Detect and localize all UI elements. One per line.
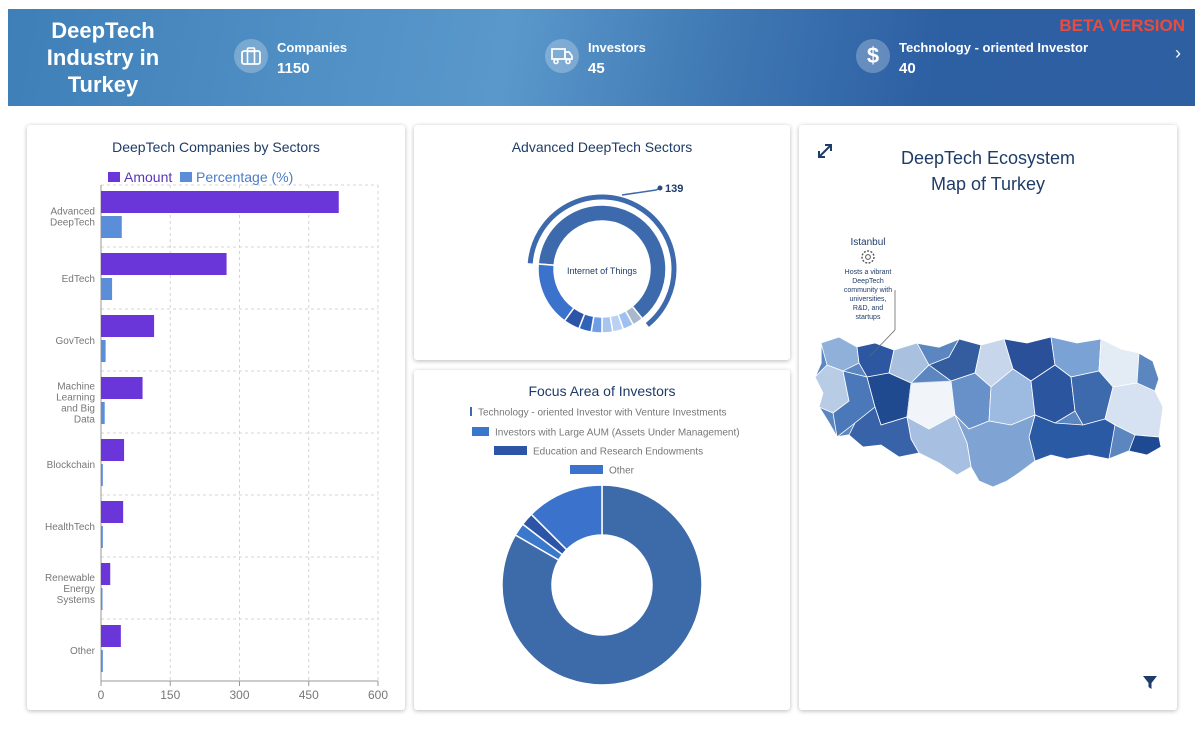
bar-percentage[interactable] <box>101 340 106 362</box>
map-title-line2: Map of Turkey <box>930 174 1046 194</box>
y-tick-label: Other <box>70 646 96 657</box>
advanced-sectors-title: Advanced DeepTech Sectors <box>511 139 693 155</box>
highlight-value: 139 <box>665 183 683 195</box>
legend-swatch <box>570 465 603 474</box>
tooltip-desc-line: Hosts a vibrant <box>845 269 892 276</box>
bar-percentage[interactable] <box>101 402 105 424</box>
donut-center-label: Internet of Things <box>567 266 637 276</box>
bar-amount[interactable] <box>101 253 227 275</box>
bar-amount[interactable] <box>101 439 125 461</box>
stat-value: 1150 <box>277 60 310 77</box>
y-tick-label: Advanced DeepTech <box>50 207 95 229</box>
filter-icon[interactable] <box>1142 675 1158 696</box>
highlight-arc <box>527 194 677 327</box>
tooltip-city: Istanbul <box>850 237 885 248</box>
stat-value: 45 <box>588 60 605 77</box>
map-title-line1: DeepTech Ecosystem <box>900 148 1076 168</box>
legend-label[interactable]: Investors with Large AUM (Assets Under M… <box>495 428 740 439</box>
briefcase-icon <box>234 39 268 73</box>
bar-amount[interactable] <box>101 501 124 523</box>
legend-swatch <box>494 446 527 455</box>
dollar-icon: $ <box>856 39 890 73</box>
chevron-right-icon[interactable]: › <box>1175 43 1181 63</box>
legend-swatch <box>470 407 472 416</box>
stat-label: Investors <box>588 40 646 55</box>
tooltip-desc-line: community with <box>844 287 892 294</box>
bar-percentage[interactable] <box>101 464 103 486</box>
stat-label: Technology - oriented Investor <box>899 40 1089 55</box>
bar-amount[interactable] <box>101 625 121 647</box>
sectors-chart-card: DeepTech Companies by Sectors Amount Perc… <box>27 125 405 710</box>
donut-slice[interactable] <box>537 204 667 320</box>
map-region[interactable] <box>888 342 930 384</box>
gear-icon <box>861 250 875 264</box>
tooltip-desc-line: universities, <box>850 296 887 303</box>
x-tick-label: 450 <box>299 688 319 702</box>
map-region[interactable] <box>1128 434 1162 456</box>
x-tick-label: 0 <box>98 688 105 702</box>
investors-chart-card: Focus Area of Investors Technology - ori… <box>414 370 790 710</box>
x-tick-label: 150 <box>160 688 180 702</box>
advanced-sectors-donut: 139 Internet of Things <box>527 183 683 334</box>
stat-value: 40 <box>899 60 916 77</box>
y-tick-label: EdTech <box>62 274 95 285</box>
tooltip-desc-line: startups <box>856 314 881 321</box>
bar-percentage[interactable] <box>101 588 103 610</box>
x-tick-label: 300 <box>229 688 249 702</box>
sectors-bar-chart: Amount Percentage (%) 0 150 300 450 600 Advanc… <box>45 169 388 702</box>
legend-swatch <box>108 172 120 182</box>
donut-slice[interactable] <box>501 484 703 686</box>
map-region[interactable] <box>954 414 1036 488</box>
bar-percentage[interactable] <box>101 216 122 238</box>
legend-label[interactable]: Other <box>609 466 635 477</box>
donut-slice[interactable] <box>601 315 614 334</box>
legend-label[interactable]: Technology - oriented Investor with Vent… <box>478 408 726 419</box>
tooltip-desc-line: R&D, and <box>853 305 883 312</box>
app-title: DeepTech Industry in Turkey <box>46 18 160 97</box>
beta-badge: BETA VERSION <box>1059 16 1185 35</box>
legend-label[interactable]: Percentage (%) <box>196 169 293 185</box>
legend-label[interactable]: Education and Research Endowments <box>533 447 703 458</box>
map-title: DeepTech Ecosystem Map of Turkey <box>799 145 1177 197</box>
map-region[interactable] <box>848 406 920 458</box>
callout-line <box>621 187 661 196</box>
y-tick-label: Renewable Energy Systems <box>45 573 95 606</box>
advanced-sectors-card: Advanced DeepTech Sectors 139 Internet o… <box>414 125 790 360</box>
investors-chart-title: Focus Area of Investors <box>528 383 676 399</box>
map-card: DeepTech Ecosystem Map of Turkey Istanbu… <box>799 125 1177 710</box>
y-tick-label: Blockchain <box>47 460 95 471</box>
stat-label: Companies <box>277 40 348 55</box>
donut-slice[interactable] <box>537 263 575 322</box>
expand-icon[interactable] <box>816 142 834 165</box>
truck-icon <box>545 39 579 73</box>
legend-label[interactable]: Amount <box>124 169 172 185</box>
y-tick-label: HealthTech <box>45 522 95 533</box>
bar-percentage[interactable] <box>101 278 113 300</box>
bar-amount[interactable] <box>101 191 339 213</box>
legend-swatch <box>472 427 489 436</box>
tooltip-desc-line: DeepTech <box>852 278 884 285</box>
turkey-map: Istanbul Hosts a vibrant DeepTech commun… <box>814 237 1164 488</box>
donut-slice[interactable] <box>530 484 603 551</box>
bar-percentage[interactable] <box>101 526 103 548</box>
bar-amount[interactable] <box>101 315 155 337</box>
tooltip-leader-line <box>868 329 896 358</box>
investors-donut-chart: Technology - oriented Investor with Vent… <box>470 407 740 686</box>
y-tick-label: GovTech <box>56 336 95 347</box>
legend-swatch <box>180 172 192 182</box>
bar-amount[interactable] <box>101 377 143 399</box>
sectors-chart-title: DeepTech Companies by Sectors <box>112 139 320 155</box>
header-bar: DeepTech Industry in Turkey Companies 11… <box>8 9 1195 106</box>
x-tick-label: 600 <box>368 688 388 702</box>
bar-percentage[interactable] <box>101 650 103 672</box>
callout-dot <box>657 185 663 191</box>
y-tick-label: Machine Learning and Big Data <box>56 382 95 426</box>
bar-amount[interactable] <box>101 563 111 585</box>
